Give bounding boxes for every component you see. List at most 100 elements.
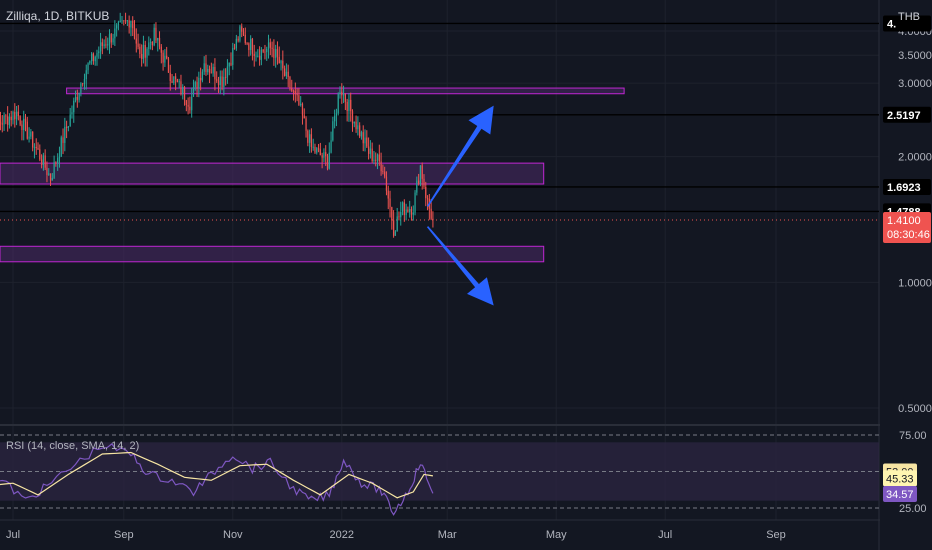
- candle-body: [105, 44, 107, 46]
- candle-body: [185, 100, 187, 105]
- candle-body: [146, 49, 148, 58]
- candle: [280, 59, 282, 71]
- candle: [112, 33, 114, 45]
- candle-body: [423, 178, 425, 187]
- candle: [396, 207, 398, 232]
- candle-body: [124, 20, 127, 22]
- candle: [255, 51, 257, 62]
- candle: [378, 144, 380, 166]
- candle-body: [142, 44, 145, 59]
- candle: [99, 32, 102, 59]
- candle: [96, 49, 98, 66]
- candle: [155, 22, 157, 44]
- candle: [292, 89, 295, 101]
- candle: [351, 109, 354, 132]
- candle: [74, 90, 77, 103]
- candle: [171, 73, 173, 84]
- candle: [312, 138, 314, 151]
- candle-body: [194, 82, 196, 88]
- candle: [78, 92, 80, 103]
- candle: [114, 20, 116, 47]
- candle-body: [123, 20, 125, 22]
- candle: [216, 71, 218, 83]
- candle: [187, 97, 189, 115]
- candle: [328, 142, 330, 170]
- candle-body: [103, 44, 105, 46]
- candle-body: [212, 66, 214, 74]
- candle-body: [380, 161, 382, 172]
- symbol-legend[interactable]: Zilliqa, 1D, BITKUB: [6, 9, 110, 23]
- candle-body: [83, 78, 86, 84]
- candle-body: [226, 66, 229, 78]
- time-tick-label: May: [546, 529, 567, 541]
- candle-body: [51, 177, 53, 181]
- candle: [80, 82, 82, 97]
- candle-body: [173, 76, 175, 83]
- candle: [310, 128, 313, 153]
- candle-body: [301, 103, 304, 116]
- candle: [62, 128, 64, 155]
- candle: [405, 203, 407, 221]
- candle: [323, 148, 325, 163]
- candle-body: [257, 55, 259, 57]
- candle-body: [228, 62, 230, 67]
- candle-body: [98, 51, 100, 54]
- candle: [355, 115, 357, 133]
- candle-body: [250, 38, 252, 50]
- candle-body: [260, 49, 263, 60]
- candle-body: [312, 146, 314, 148]
- candle-body: [67, 126, 70, 128]
- candle: [387, 185, 389, 210]
- candle-body: [239, 26, 241, 41]
- candle-body: [287, 71, 289, 77]
- candle: [296, 88, 298, 102]
- candle-body: [214, 66, 216, 80]
- candle-body: [82, 83, 84, 85]
- candle: [317, 143, 320, 153]
- candle: [174, 73, 177, 91]
- candle-body: [237, 38, 239, 41]
- candle: [35, 138, 37, 155]
- candle-body: [244, 34, 246, 43]
- candle-body: [169, 72, 171, 81]
- candle-body: [398, 216, 400, 218]
- candle: [17, 105, 19, 121]
- candle: [334, 109, 336, 129]
- level-badge-label: 1.6923: [887, 182, 921, 194]
- axes: 4.00003.50003.00002.00001.00000.500075.0…: [6, 0, 932, 550]
- candle: [182, 84, 184, 100]
- rsi-legend[interactable]: RSI (14, close, SMA, 14, 2): [6, 440, 140, 452]
- candle: [253, 44, 255, 67]
- candle: [264, 44, 266, 60]
- candle: [26, 116, 28, 140]
- candle: [135, 28, 137, 53]
- candle: [362, 125, 364, 152]
- candle: [385, 171, 388, 196]
- candle-body: [391, 207, 393, 221]
- candle: [133, 20, 136, 40]
- candle-body: [326, 156, 329, 169]
- candle-body: [232, 47, 234, 65]
- candle-body: [334, 115, 336, 122]
- candle-body: [158, 37, 161, 47]
- candle-body: [384, 171, 386, 177]
- candle-body: [137, 43, 139, 47]
- candle: [210, 62, 212, 74]
- candle: [198, 71, 200, 98]
- candle: [267, 34, 270, 59]
- level-badge-box: [883, 106, 931, 123]
- candle-body: [62, 137, 64, 143]
- candle: [64, 117, 66, 152]
- candle-body: [17, 111, 19, 117]
- candle-body: [362, 132, 364, 144]
- candle: [376, 153, 379, 170]
- candle: [325, 145, 327, 166]
- candle: [409, 200, 411, 218]
- candle: [389, 190, 391, 218]
- candle: [428, 193, 430, 220]
- candle-body: [382, 171, 384, 172]
- candle: [53, 155, 55, 180]
- candle-body: [241, 26, 243, 32]
